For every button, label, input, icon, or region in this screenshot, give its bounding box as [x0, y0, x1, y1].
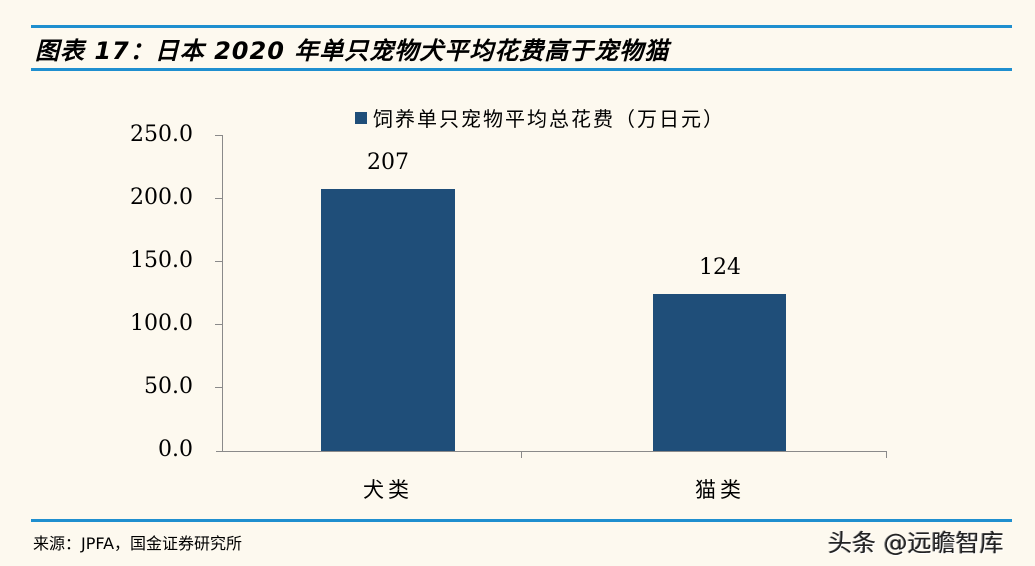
y-tick-label: 150.0	[130, 248, 193, 273]
category-label: 犬类	[363, 478, 413, 502]
bar-dogs	[321, 189, 455, 451]
y-tick	[215, 261, 222, 262]
y-tick-label: 50.0	[144, 374, 193, 399]
x-tick	[521, 451, 522, 458]
watermark: 头条 @远瞻智库	[828, 529, 1004, 557]
y-axis	[222, 135, 223, 452]
y-tick-label: 200.0	[130, 185, 193, 210]
chart-title: 图表 17：日本 2020 年单只宠物犬平均花费高于宠物猫	[35, 37, 670, 65]
y-tick-label: 0.0	[158, 437, 193, 462]
y-tick-label: 250.0	[130, 122, 193, 147]
title-bottom-rule	[31, 68, 1012, 71]
y-tick-label: 100.0	[130, 311, 193, 336]
x-tick	[886, 451, 887, 458]
bar-cats	[653, 294, 786, 451]
bar-value-label: 207	[367, 150, 409, 175]
y-tick	[215, 387, 222, 388]
legend: 饲养单只宠物平均总花费（万日元）	[355, 103, 725, 132]
y-tick	[215, 198, 222, 199]
source-note: 来源：JPFA，国金证券研究所	[33, 534, 243, 553]
legend-swatch-icon	[355, 111, 367, 124]
y-tick	[215, 324, 222, 325]
title-top-rule	[31, 25, 1012, 28]
y-tick	[215, 135, 222, 136]
footer-rule	[31, 519, 1012, 522]
bar-value-label: 124	[699, 255, 741, 280]
category-label: 猫类	[695, 478, 745, 502]
legend-label: 饲养单只宠物平均总花费（万日元）	[373, 107, 725, 131]
x-axis	[216, 451, 887, 452]
